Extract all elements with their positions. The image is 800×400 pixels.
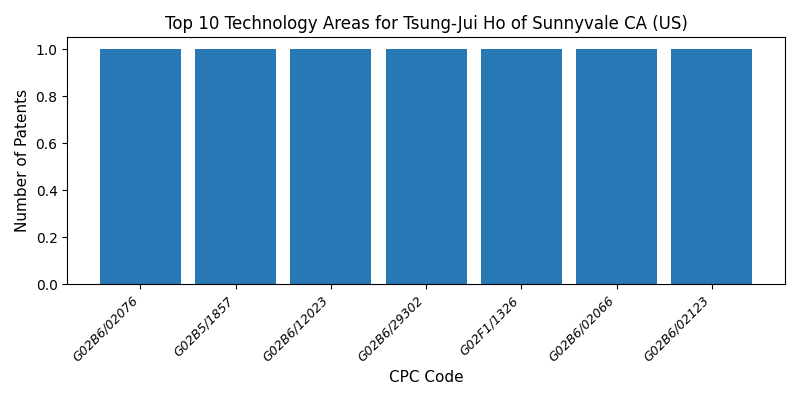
- Bar: [290, 49, 371, 284]
- Bar: [481, 49, 562, 284]
- Bar: [576, 49, 657, 284]
- Bar: [195, 49, 276, 284]
- Bar: [671, 49, 752, 284]
- Title: Top 10 Technology Areas for Tsung-Jui Ho of Sunnyvale CA (US): Top 10 Technology Areas for Tsung-Jui Ho…: [165, 15, 687, 33]
- X-axis label: CPC Code: CPC Code: [389, 370, 463, 385]
- Y-axis label: Number of Patents: Number of Patents: [15, 89, 30, 232]
- Bar: [100, 49, 181, 284]
- Bar: [386, 49, 466, 284]
